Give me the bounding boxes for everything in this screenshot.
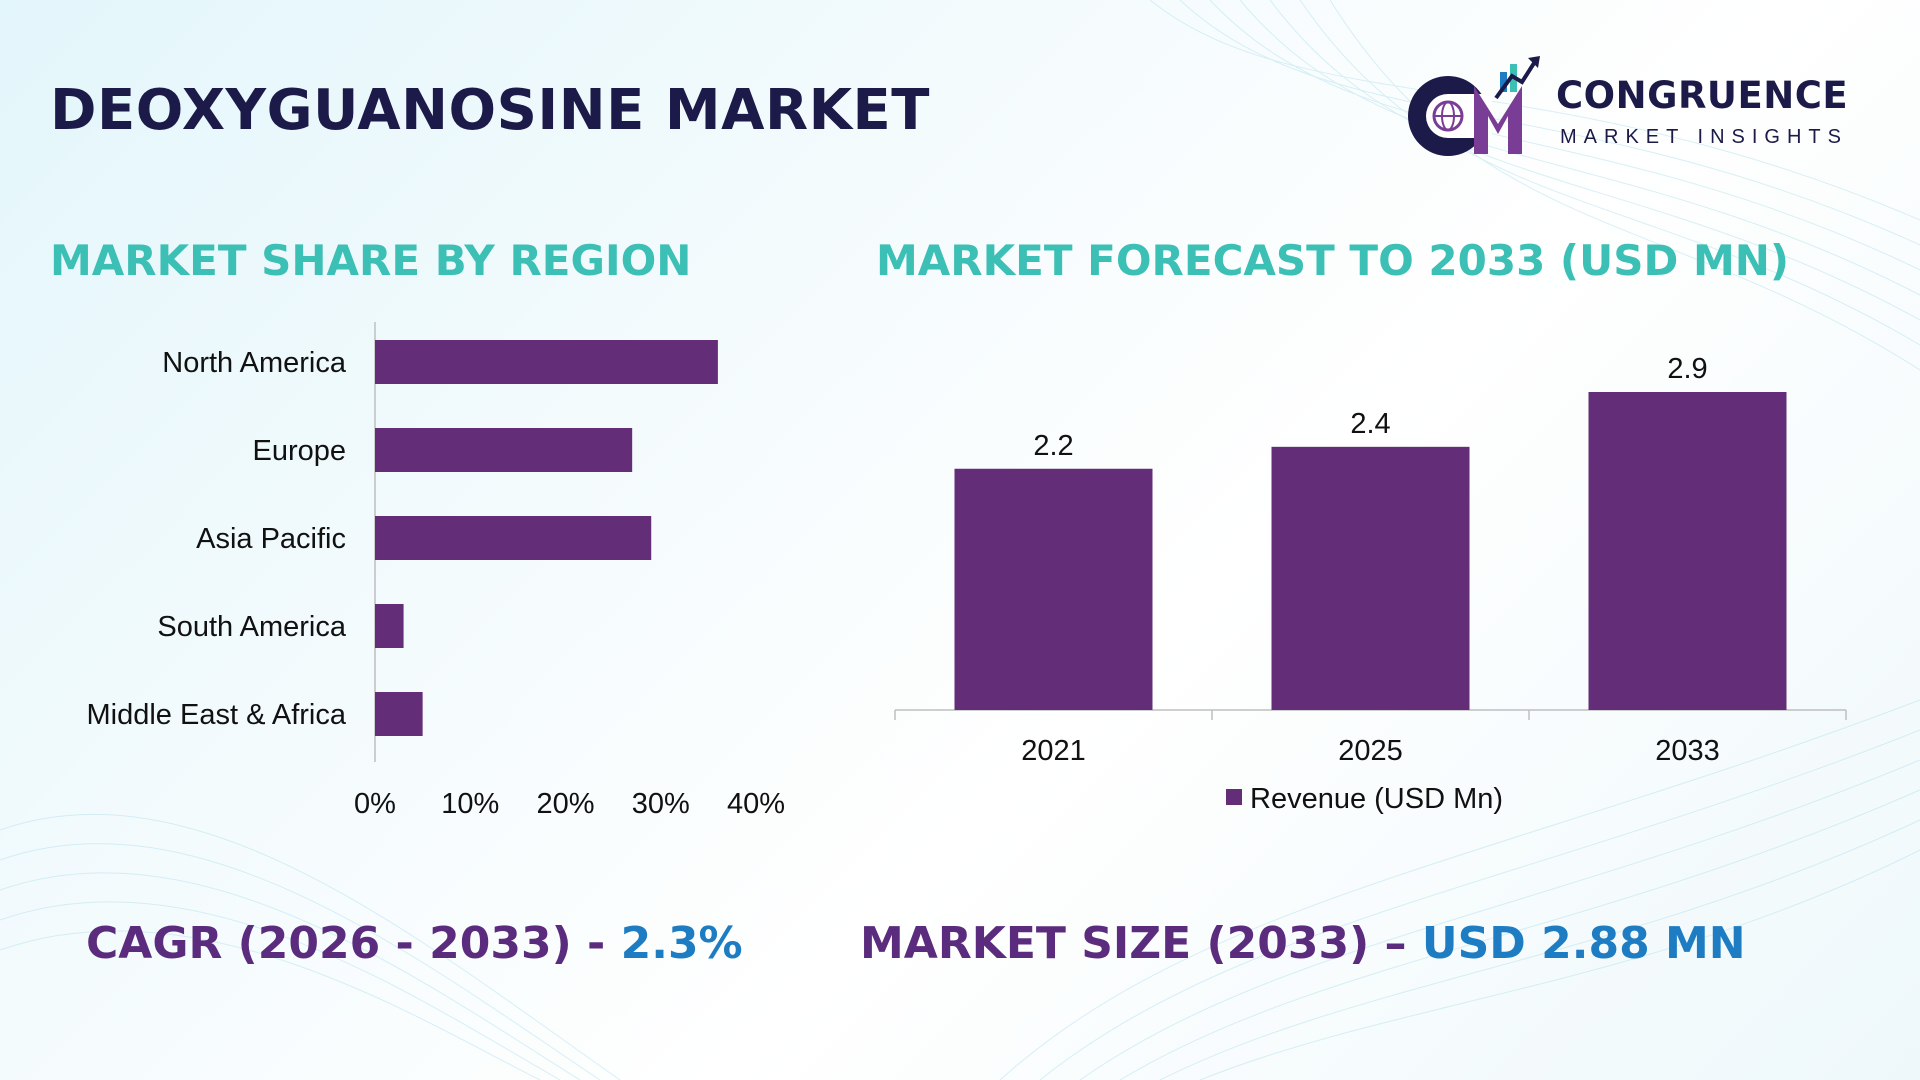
cagr-value: 2.3% xyxy=(620,918,743,969)
bar-2033 xyxy=(1588,392,1787,710)
market-size-stat: MARKET SIZE (2033) – USD 2.88 MN xyxy=(860,918,1746,969)
category-label: Asia Pacific xyxy=(196,523,346,555)
x-tick-label: 10% xyxy=(441,788,499,820)
data-label: 2.4 xyxy=(1350,408,1390,440)
bar-south-america xyxy=(375,604,404,648)
section-title-market-share: MARKET SHARE BY REGION xyxy=(50,236,692,285)
x-tick-label: 0% xyxy=(354,788,396,820)
page-title: DEOXYGUANOSINE MARKET xyxy=(50,78,930,143)
data-label: 2.2 xyxy=(1033,430,1073,462)
cagr-stat: CAGR (2026 - 2033) - 2.3% xyxy=(86,918,743,969)
logo-mark-icon xyxy=(1408,56,1540,156)
legend-swatch xyxy=(1226,789,1242,805)
category-label: Middle East & Africa xyxy=(87,699,347,731)
cagr-label: CAGR (2026 - 2033) - xyxy=(86,918,621,969)
x-tick-label: 2033 xyxy=(1655,735,1720,767)
bar-north-america xyxy=(375,340,718,384)
bar-asia-pacific xyxy=(375,516,652,560)
company-logo: CONGRUENCE MARKET INSIGHTS xyxy=(1400,54,1870,164)
x-tick-label: 30% xyxy=(632,788,690,820)
bar-middle-east-africa xyxy=(375,692,423,736)
x-tick-label: 40% xyxy=(727,788,785,820)
forecast-chart: 2.2 2021 2.4 2025 2.9 2033 Revenue (USD Mn) xyxy=(894,353,1847,815)
legend-label: Revenue (USD Mn) xyxy=(1250,783,1503,815)
data-label: 2.9 xyxy=(1667,353,1707,385)
market-size-label: MARKET SIZE (2033) – xyxy=(860,918,1422,969)
bar-europe xyxy=(375,428,633,472)
market-size-value: USD 2.88 MN xyxy=(1421,918,1746,969)
bar-2021 xyxy=(954,468,1153,710)
x-tick-label: 2025 xyxy=(1338,735,1403,767)
x-tick-label: 20% xyxy=(536,788,594,820)
logo-name: CONGRUENCE xyxy=(1556,74,1849,117)
market-share-chart: North America Europe Asia Pacific South Ame… xyxy=(87,322,785,820)
category-label: North America xyxy=(162,347,347,379)
category-label: Europe xyxy=(252,435,346,467)
bar-2025 xyxy=(1271,446,1470,710)
logo-tagline: MARKET INSIGHTS xyxy=(1560,126,1848,148)
section-title-forecast: MARKET FORECAST TO 2033 (USD MN) xyxy=(876,236,1790,285)
category-label: South America xyxy=(157,611,346,643)
x-tick-label: 2021 xyxy=(1021,735,1086,767)
